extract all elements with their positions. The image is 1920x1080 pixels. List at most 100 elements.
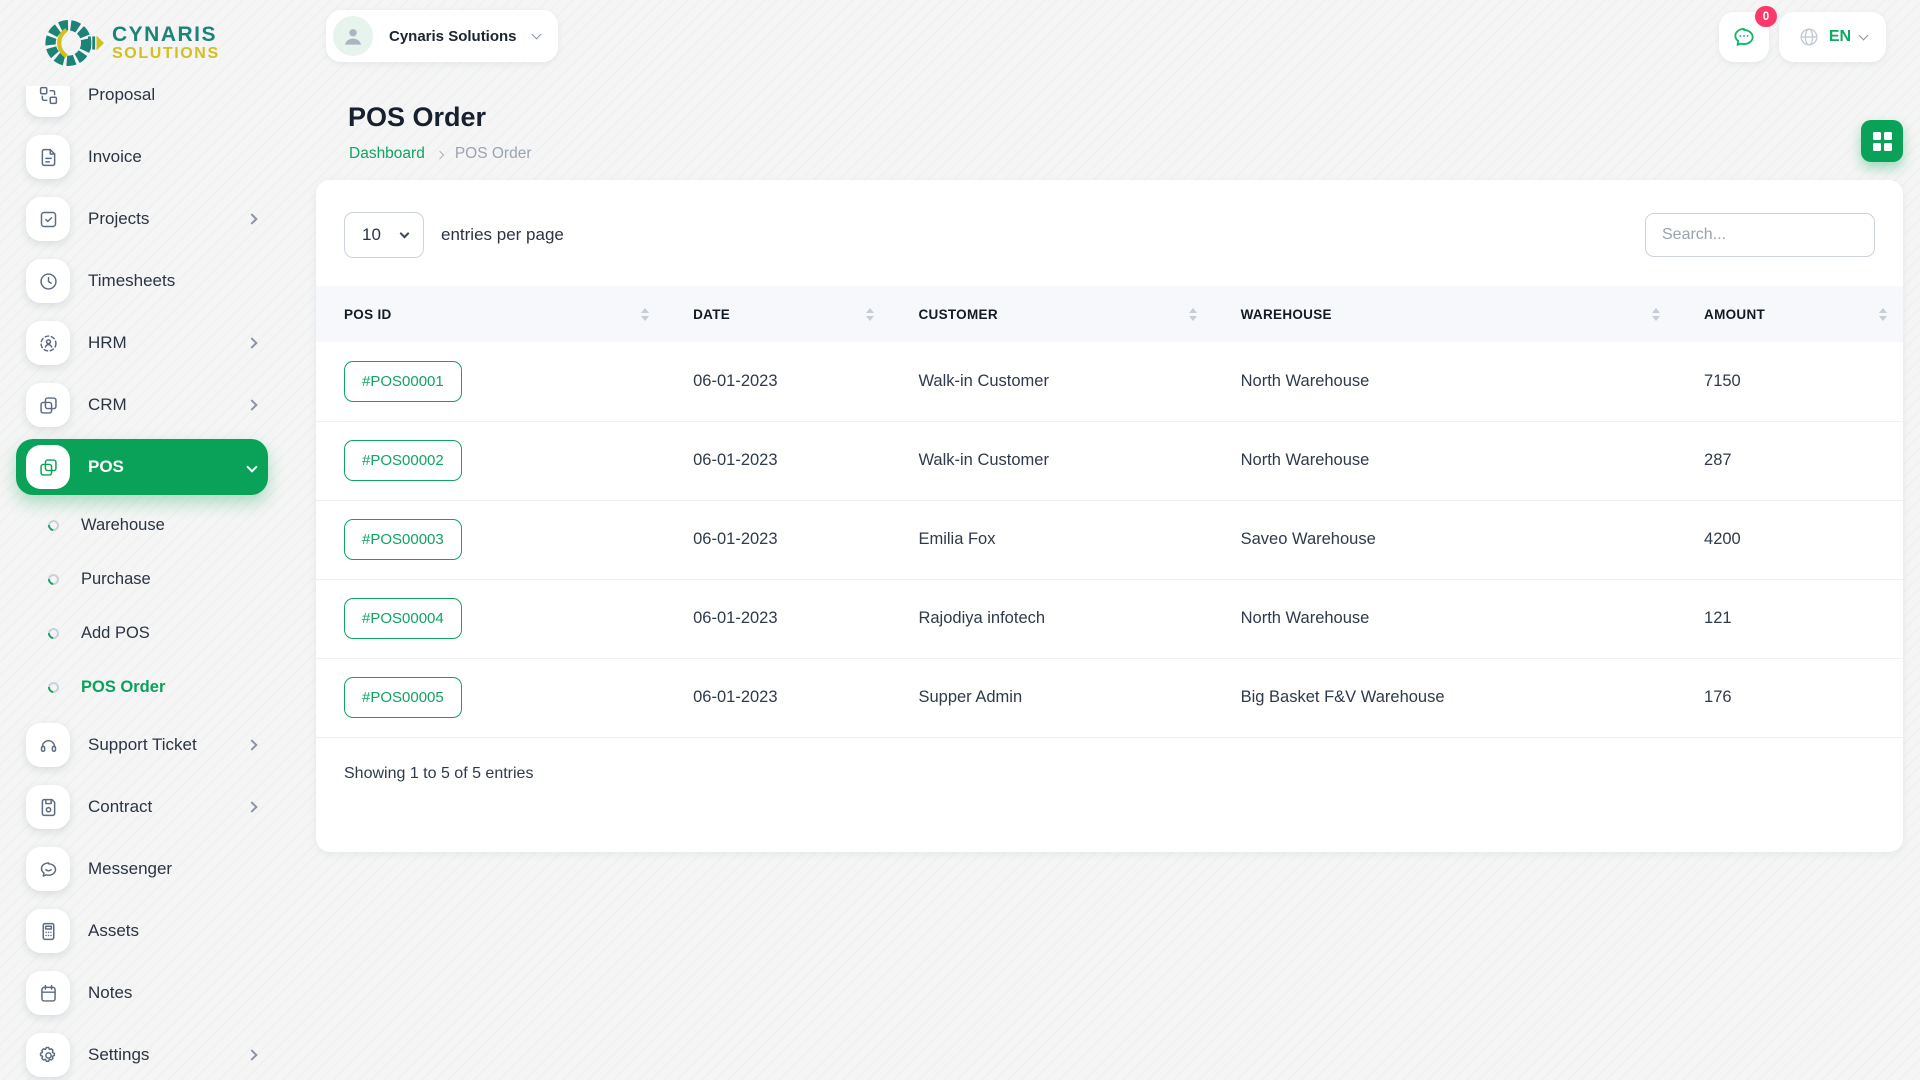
grid-icon xyxy=(1872,131,1892,151)
page-title: POS Order xyxy=(348,102,487,132)
table-row: #POS00001 06-01-2023 Walk-in Customer No… xyxy=(316,342,1903,422)
chevron-right-icon xyxy=(246,213,258,225)
avatar xyxy=(333,16,373,56)
table-row: #POS00002 06-01-2023 Walk-in Customer No… xyxy=(316,421,1903,501)
chevron-right-icon xyxy=(246,337,258,349)
sidebar-item-label: Assets xyxy=(88,921,140,940)
sidebar-item-label: Contract xyxy=(88,797,153,816)
company-selector[interactable]: Cynaris Solutions xyxy=(326,10,558,62)
column-header-date[interactable]: DATE xyxy=(665,286,891,342)
sidebar-item-settings[interactable]: Settings xyxy=(0,1024,290,1080)
sidebar-item-label: HRM xyxy=(88,333,127,352)
bullet-icon xyxy=(45,517,62,533)
sidebar-item-label: Timesheets xyxy=(88,271,176,290)
chat-button[interactable]: 0 xyxy=(1719,6,1777,62)
sidebar-item-crm[interactable]: CRM xyxy=(0,374,290,436)
table-row: #POS00003 06-01-2023 Emilia Fox Saveo Wa… xyxy=(316,500,1903,580)
chevron-down-icon xyxy=(399,228,410,238)
cell-warehouse: North Warehouse xyxy=(1212,342,1677,422)
entries-per-page-select[interactable]: 10 xyxy=(344,212,424,258)
pos-icon xyxy=(26,445,70,489)
sidebar-item-messenger[interactable]: Messenger xyxy=(0,838,290,900)
sidebar-item-label: Projects xyxy=(88,209,150,228)
brand-mark-icon xyxy=(45,20,104,66)
cell-amount: 176 xyxy=(1676,658,1903,738)
sidebar-item-assets[interactable]: Assets xyxy=(0,900,290,962)
column-header-amount[interactable]: AMOUNT xyxy=(1676,286,1903,342)
sidebar-subitem-add-pos[interactable]: Add POS xyxy=(0,606,290,660)
cell-date: 06-01-2023 xyxy=(665,421,891,501)
cell-warehouse: Big Basket F&V Warehouse xyxy=(1212,658,1677,738)
table-row: #POS00004 06-01-2023 Rajodiya infotech N… xyxy=(316,579,1903,659)
breadcrumb-dashboard-link[interactable]: Dashboard xyxy=(349,145,425,162)
calendar-icon xyxy=(26,971,70,1015)
sidebar-subitem-purchase[interactable]: Purchase xyxy=(0,552,290,606)
company-name: Cynaris Solutions xyxy=(389,27,517,45)
user-scan-icon xyxy=(26,321,70,365)
chevron-right-icon xyxy=(246,801,258,813)
sidebar-subitem-pos-order[interactable]: POS Order xyxy=(0,660,290,714)
sidebar-item-pos[interactable]: POS xyxy=(0,436,290,498)
language-code: EN xyxy=(1828,28,1852,45)
chevron-down-icon xyxy=(531,29,541,40)
sidebar-item-hrm[interactable]: HRM xyxy=(0,312,290,374)
cell-customer: Supper Admin xyxy=(890,658,1213,738)
entries-per-page-value: 10 xyxy=(362,225,381,244)
sidebar-subitem-label: Purchase xyxy=(81,569,151,588)
cell-customer: Walk-in Customer xyxy=(890,421,1213,501)
sort-icon xyxy=(1652,307,1661,321)
column-header-warehouse[interactable]: WAREHOUSE xyxy=(1212,286,1677,342)
invoice-icon xyxy=(26,135,70,179)
table-row: #POS00005 06-01-2023 Supper Admin Big Ba… xyxy=(316,658,1903,738)
cell-date: 06-01-2023 xyxy=(665,658,891,738)
sidebar-item-label: CRM xyxy=(88,395,127,414)
sidebar-item-label: Settings xyxy=(88,1045,150,1064)
sidebar-item-label: POS xyxy=(88,457,124,476)
pos-id-button[interactable]: #POS00002 xyxy=(344,440,462,481)
brand-name: CYNARIS SOLUTIONS xyxy=(112,22,220,62)
overlap-squares-icon xyxy=(26,383,70,427)
sidebar-item-notes[interactable]: Notes xyxy=(0,962,290,1024)
sidebar-item-timesheets[interactable]: Timesheets xyxy=(0,250,290,312)
sidebar-item-contract[interactable]: Contract xyxy=(0,776,290,838)
sidebar-item-invoice[interactable]: Invoice xyxy=(0,126,290,188)
cell-date: 06-01-2023 xyxy=(665,342,891,422)
bullet-icon xyxy=(45,679,62,695)
cell-warehouse: North Warehouse xyxy=(1212,421,1677,501)
grid-view-button[interactable] xyxy=(1861,120,1903,162)
pos-id-button[interactable]: #POS00003 xyxy=(344,519,462,560)
sidebar-nav: Proposal Invoice Projects Timesheets xyxy=(0,0,290,1080)
pos-id-button[interactable]: #POS00001 xyxy=(344,360,462,402)
sidebar-item-label: Invoice xyxy=(88,147,142,166)
entries-summary: Showing 1 to 5 of 5 entries xyxy=(344,764,534,782)
sort-icon xyxy=(1188,307,1197,321)
sidebar-subitem-label: Add POS xyxy=(81,623,150,642)
column-header-pos-id[interactable]: POS ID xyxy=(316,286,666,342)
cell-warehouse: Saveo Warehouse xyxy=(1212,500,1677,580)
table-header-row: POS ID DATE CUSTOMER WAREHOUSE AMOUNT xyxy=(316,286,1903,342)
chevron-right-icon xyxy=(246,399,258,411)
chat-badge: 0 xyxy=(1755,6,1777,27)
language-selector[interactable]: EN xyxy=(1779,12,1886,62)
cell-customer: Rajodiya infotech xyxy=(890,579,1213,659)
sort-icon xyxy=(1879,307,1887,321)
cell-warehouse: North Warehouse xyxy=(1212,579,1677,659)
breadcrumb: Dashboard POS Order xyxy=(349,145,532,163)
pos-id-button[interactable]: #POS00005 xyxy=(344,677,462,718)
sidebar-item-support-ticket[interactable]: Support Ticket xyxy=(0,714,290,776)
table-controls: 10 entries per page xyxy=(344,212,1875,258)
column-header-customer[interactable]: CUSTOMER xyxy=(890,286,1213,342)
sidebar-item-projects[interactable]: Projects xyxy=(0,188,290,250)
brand-logo[interactable]: CYNARIS SOLUTIONS xyxy=(0,0,290,86)
sidebar-item-label: Messenger xyxy=(88,859,173,878)
search-input[interactable] xyxy=(1645,213,1875,257)
breadcrumb-current: POS Order xyxy=(454,145,532,162)
sidebar-subitem-warehouse[interactable]: Warehouse xyxy=(0,498,290,552)
entries-per-page-label: entries per page xyxy=(441,225,564,244)
sidebar: Proposal Invoice Projects Timesheets xyxy=(0,0,290,1080)
sidebar-item-label: Notes xyxy=(88,983,133,1002)
pos-id-button[interactable]: #POS00004 xyxy=(344,598,462,639)
headset-icon xyxy=(26,723,70,767)
cell-date: 06-01-2023 xyxy=(665,579,891,659)
sidebar-subitem-label: Warehouse xyxy=(81,515,165,534)
